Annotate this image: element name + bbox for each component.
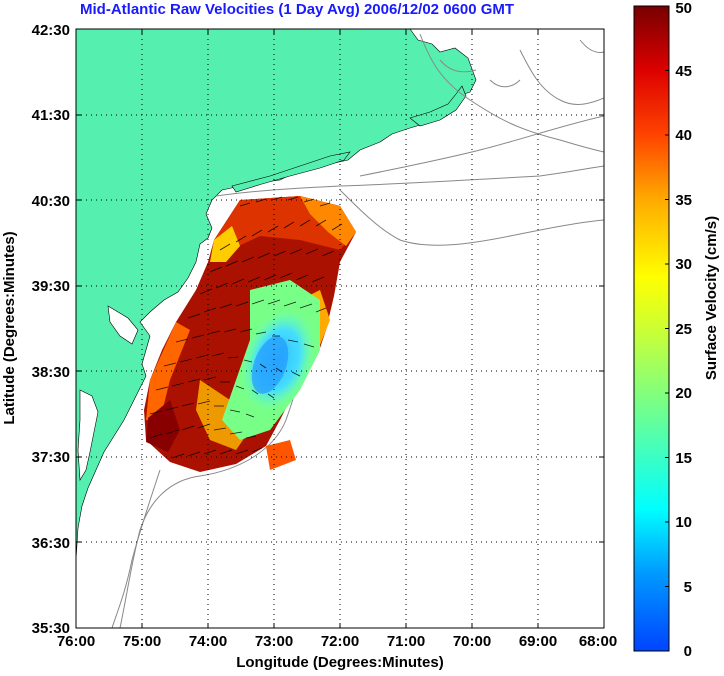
y-axis-label: Latitude (Degrees:Minutes): [1, 231, 18, 424]
colorbar-tick-label: 35: [675, 192, 692, 209]
x-tick-label: 68:00: [579, 633, 617, 650]
delaware-bay: [107, 305, 139, 345]
y-tick-label: 37:30: [32, 449, 70, 466]
plot-area: [76, 29, 604, 628]
y-tick-label: 42:30: [32, 22, 70, 39]
colorbar-tick-label: 20: [675, 385, 692, 402]
y-tick-label: 39:30: [32, 278, 70, 295]
colorbar-tick-label: 25: [675, 321, 692, 338]
velocity-field: [144, 196, 356, 472]
colorbar-tick-label: 40: [675, 127, 692, 144]
y-tick-label: 38:30: [32, 364, 70, 381]
colorbar-tick-label: 0: [684, 643, 692, 660]
y-tick-label: 40:30: [32, 193, 70, 210]
x-tick-label: 69:00: [519, 633, 557, 650]
x-axis-label: Longitude (Degrees:Minutes): [236, 654, 444, 671]
colorbar-tick-label: 30: [675, 256, 692, 273]
chesapeake-bay: [77, 389, 99, 481]
x-tick-label: 74:00: [189, 633, 227, 650]
tick-marks: [75, 28, 605, 629]
colorbar-tick-label: 45: [675, 63, 692, 80]
x-tick-labels: 76:00 75:00 74:00 73:00 72:00 71:00 70:0…: [57, 633, 617, 650]
colorbar-label: Surface Velocity (cm/s): [703, 216, 720, 380]
grid-lines: [76, 29, 604, 628]
colorbar: 0 5 10 15 20 25 30 35 40 45 50 Surface V…: [633, 0, 720, 660]
x-tick-label: 76:00: [57, 633, 95, 650]
y-tick-label: 36:30: [32, 535, 70, 552]
map-title: Mid-Atlantic Raw Velocities (1 Day Avg) …: [80, 1, 514, 18]
y-tick-label: 35:30: [32, 620, 70, 637]
x-tick-label: 71:00: [387, 633, 425, 650]
x-tick-label: 72:00: [321, 633, 359, 650]
land-mass: [76, 29, 477, 561]
colorbar-tick-label: 15: [675, 450, 692, 467]
long-island: [231, 151, 351, 193]
colorbar-tick-label: 10: [675, 514, 692, 531]
y-tick-labels: 42:30 41:30 40:30 39:30 38:30 37:30 36:3…: [32, 22, 70, 637]
y-tick-label: 41:30: [32, 107, 70, 124]
cape-cod: [409, 85, 467, 127]
colorbar-tick-label: 5: [684, 579, 692, 596]
x-tick-label: 73:00: [255, 633, 293, 650]
colorbar-tick-label: 50: [675, 0, 692, 17]
velocity-arrows: [149, 196, 343, 459]
colorbar-gradient: [633, 5, 670, 652]
x-tick-label: 70:00: [453, 633, 491, 650]
x-tick-label: 75:00: [123, 633, 161, 650]
